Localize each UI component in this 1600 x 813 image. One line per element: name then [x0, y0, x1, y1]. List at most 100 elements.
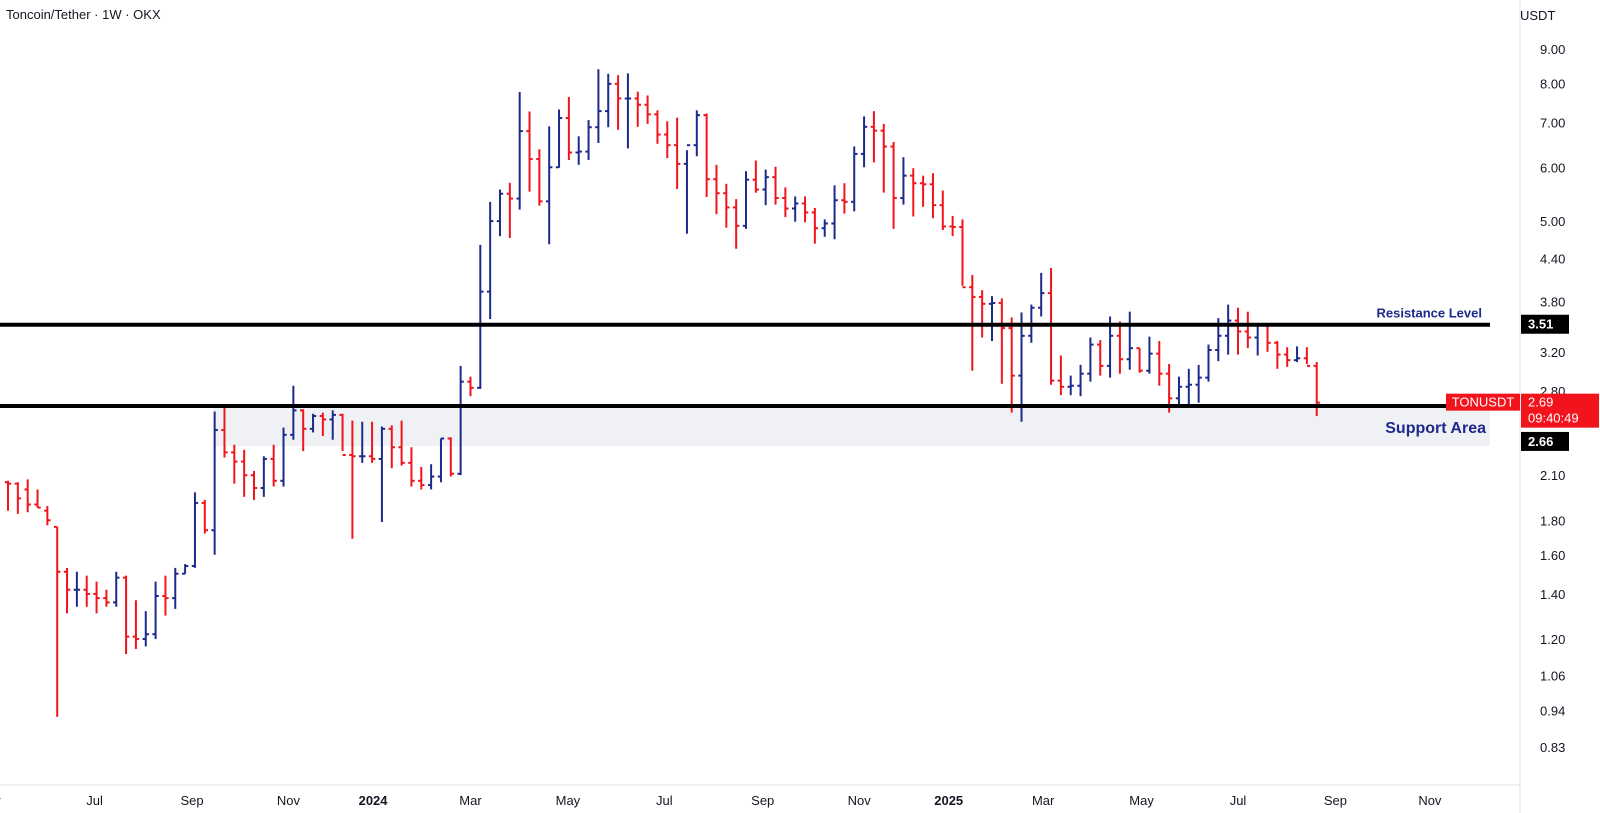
ohlc-bar	[368, 421, 376, 463]
ohlc-bar	[732, 199, 740, 249]
ohlc-bar	[1175, 376, 1183, 406]
ohlc-bar	[988, 296, 996, 342]
ohlc-bar	[270, 444, 277, 487]
time-tick-label: Mar	[459, 793, 482, 808]
ohlc-bar	[221, 407, 228, 458]
ohlc-bar	[457, 365, 464, 476]
ohlc-bar	[1067, 375, 1074, 396]
ohlc-bar	[132, 600, 140, 649]
ohlc-bar	[1254, 323, 1261, 356]
ohlc-bar	[860, 116, 868, 168]
ohlc-bar	[201, 499, 208, 534]
ohlc-bar	[1136, 347, 1143, 373]
ohlc-bar	[851, 146, 858, 212]
bar-countdown: 09:40:49	[1528, 411, 1579, 426]
price-tick-label: 1.06	[1540, 668, 1565, 683]
ohlc-bar	[841, 183, 848, 214]
ohlc-bar	[1274, 341, 1281, 369]
ohlc-bar	[752, 160, 760, 193]
ohlc-bar	[546, 126, 553, 245]
ohlc-bar	[427, 464, 435, 490]
time-tick-label: Nov	[848, 793, 872, 808]
ohlc-bar	[1146, 336, 1153, 374]
time-axis[interactable]: May Jul Sep Nov 2024 Mar May Jul Sep Nov 2025 Mar Ma…	[0, 793, 1442, 808]
ohlc-bar	[1185, 368, 1192, 405]
ohlc-bar	[1057, 355, 1065, 396]
ohlc-bar	[1264, 323, 1271, 352]
last-price-value: 2.69	[1528, 395, 1553, 410]
ohlc-bar	[526, 111, 533, 192]
ohlc-bar	[378, 426, 386, 522]
ohlc-bar	[634, 91, 641, 127]
price-tick-label: 0.94	[1540, 704, 1565, 719]
ohlc-bar	[772, 166, 779, 205]
ohlc-bar	[142, 611, 149, 647]
ohlc-bar	[329, 410, 336, 440]
ohlc-bar	[339, 413, 346, 456]
currency-unit-label[interactable]: USDT	[1520, 8, 1556, 23]
time-tick-label: Jul	[1230, 793, 1247, 808]
level-lines-layer	[0, 322, 1490, 408]
price-tick-label: 7.00	[1540, 116, 1565, 131]
ohlc-bar	[929, 173, 937, 219]
ohlc-bar	[388, 425, 395, 469]
ohlc-bar	[44, 506, 51, 526]
ohlc-bar	[595, 69, 602, 143]
ohlc-bar	[486, 201, 494, 319]
time-tick-label: 2025	[934, 793, 963, 808]
price-tick-label: 2.10	[1540, 468, 1565, 483]
ohlc-bar	[831, 185, 838, 240]
ohlc-bar	[1234, 307, 1242, 355]
ohlc-bar	[1018, 312, 1025, 422]
ohlc-bar	[34, 489, 41, 509]
price-tick-label: 0.83	[1540, 740, 1565, 755]
time-tick-label: 2024	[359, 793, 389, 808]
ohlc-bar	[191, 492, 199, 568]
time-tick-label: May	[1129, 793, 1154, 808]
price-axis[interactable]: 9.008.007.006.005.004.403.803.202.802.10…	[1540, 42, 1565, 755]
ohlc-bar	[782, 187, 789, 218]
time-tick-label: May	[556, 793, 581, 808]
price-tick-label: 1.20	[1540, 632, 1565, 647]
ohlc-bar	[703, 113, 710, 197]
ohlc-bar	[1008, 317, 1015, 413]
ohlc-bar	[1303, 347, 1311, 367]
price-tick-label: 8.00	[1540, 76, 1565, 91]
ohlc-bar	[1126, 311, 1133, 370]
price-tick-label: 5.00	[1540, 214, 1565, 229]
ohlc-bar	[496, 189, 504, 237]
ohlc-bar	[83, 575, 90, 607]
resistance-price-tag	[1521, 314, 1569, 334]
ohlc-bar	[713, 164, 720, 215]
ohlc-bar	[959, 219, 966, 289]
ohlc-bar	[231, 444, 238, 484]
support-area-band	[213, 405, 1490, 446]
resistance-level-annotation: Resistance Level	[1376, 306, 1482, 321]
ohlc-bar	[211, 411, 218, 555]
ohlc-bar	[998, 298, 1006, 384]
price-tick-label: 1.60	[1540, 548, 1565, 563]
ohlc-bar	[447, 437, 454, 477]
ohlc-bar	[575, 136, 582, 165]
ohlc-bar	[1205, 344, 1212, 382]
ohlc-bar	[152, 581, 159, 640]
time-tick-label: Mar	[1032, 793, 1055, 808]
ohlc-bar	[605, 73, 612, 128]
ohlc-bar	[683, 144, 691, 234]
ohlc-bar	[723, 183, 730, 228]
ohlc-bar	[250, 471, 258, 500]
ohlc-bar	[1293, 346, 1301, 363]
support-area-annotation: Support Area	[1385, 420, 1486, 437]
time-tick-label: Jul	[86, 793, 103, 808]
ohlc-bar	[801, 196, 809, 223]
ohlc-bar	[418, 466, 425, 490]
price-tick-label: 3.20	[1540, 345, 1565, 360]
ohlc-bar	[24, 479, 31, 513]
support-price-tag-text: 2.66	[1528, 434, 1553, 449]
ohlc-bar	[103, 589, 110, 607]
time-tick-label: May	[0, 793, 1, 808]
ohlc-bar	[408, 447, 415, 487]
ohlc-bar	[792, 196, 799, 222]
ohlc-bar	[240, 449, 248, 497]
